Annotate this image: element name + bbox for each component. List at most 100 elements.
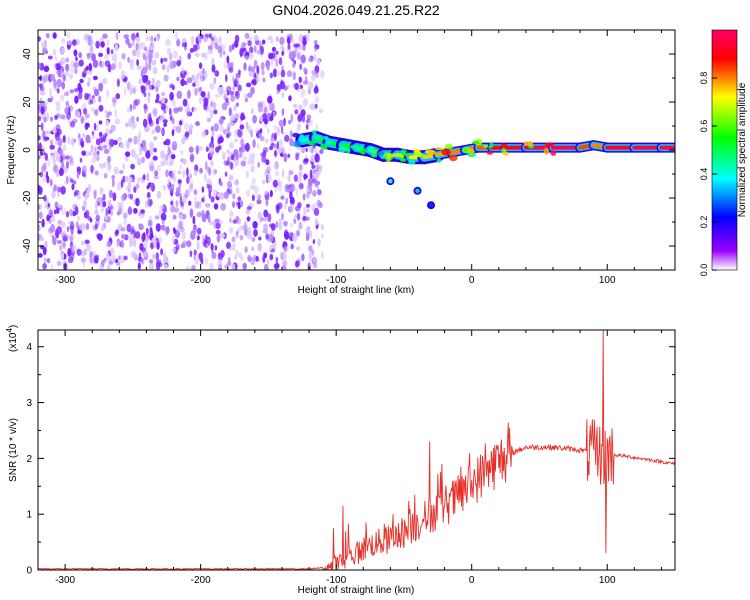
noise-mark [168,161,174,167]
noise-mark [95,201,98,211]
noise-mark [192,226,198,233]
noise-mark [269,190,273,198]
spectrogram-marks [38,31,675,270]
noise-mark [103,214,109,222]
noise-mark [133,207,138,214]
noise-mark [317,238,321,247]
noise-mark [207,49,213,55]
ridge-speck [434,147,445,151]
noise-mark [317,189,322,196]
noise-mark [207,45,213,51]
noise-mark [275,221,279,229]
noise-mark [201,52,206,58]
noise-mark [253,229,258,237]
noise-mark [191,37,194,47]
noise-mark [162,153,166,163]
noise-mark [220,203,226,211]
noise-mark [153,59,157,65]
noise-mark [180,149,184,155]
noise-mark [251,177,256,185]
ridge-speck [293,140,302,148]
noise-mark [235,90,240,100]
noise-mark [231,43,235,51]
noise-mark [234,254,238,260]
noise-mark [106,111,113,116]
noise-mark [49,139,54,145]
noise-mark [229,161,233,170]
noise-mark [55,100,61,105]
noise-mark [62,236,68,242]
colorbar-tick-label: 0.6 [699,120,709,133]
noise-mark [107,200,111,206]
noise-mark [250,165,255,173]
noise-mark [303,173,307,181]
noise-mark [262,77,266,83]
noise-mark [263,209,269,218]
ridge-speck [377,151,385,157]
noise-mark [184,80,188,86]
noise-mark [154,99,160,104]
noise-mark [77,229,83,235]
noise-mark [293,174,299,182]
noise-mark [233,80,237,88]
noise-mark [95,40,100,49]
noise-mark [98,82,104,92]
noise-mark [102,77,106,85]
side-blob-core [415,188,420,193]
noise-mark [290,113,294,123]
noise-mark [261,69,265,76]
noise-mark [289,183,296,193]
noise-mark [117,202,122,209]
noise-mark [260,217,264,222]
noise-mark [208,147,214,153]
noise-mark [261,155,267,163]
noise-mark [39,62,45,71]
y-tick-label: 0 [22,147,33,153]
noise-mark [253,59,258,69]
noise-mark [94,108,99,117]
noise-mark [225,97,229,103]
ridge-speck [324,136,329,141]
noise-mark [276,141,280,150]
noise-mark [302,37,307,46]
noise-mark [292,233,298,243]
noise-mark [142,54,148,61]
noise-mark [162,57,168,62]
noise-mark [247,254,252,262]
noise-mark [144,200,148,209]
noise-mark [217,145,222,151]
noise-mark [151,129,155,135]
noise-mark [187,103,190,112]
noise-mark [115,93,121,100]
noise-mark [44,153,48,161]
noise-mark [196,211,202,218]
noise-mark [250,159,254,164]
noise-mark [292,63,296,68]
noise-mark [159,205,165,210]
noise-mark [252,221,258,229]
noise-mark [302,193,306,201]
noise-mark [56,260,62,267]
noise-mark [306,191,310,199]
noise-mark [123,234,129,241]
noise-mark [85,223,90,230]
noise-mark [210,243,214,251]
noise-mark [86,244,92,251]
noise-mark [38,155,41,160]
noise-mark [43,257,47,263]
noise-mark [264,190,269,195]
noise-mark [273,143,278,149]
noise-mark [129,86,133,96]
noise-mark [103,257,107,262]
noise-mark [38,226,41,231]
noise-mark [135,231,141,239]
noise-mark [308,119,313,127]
noise-mark [206,165,210,173]
noise-mark [141,85,146,94]
noise-mark [137,177,141,184]
noise-mark [292,103,298,108]
noise-mark [178,106,183,112]
noise-mark [281,108,285,117]
noise-mark [106,137,109,146]
noise-mark [72,245,77,252]
